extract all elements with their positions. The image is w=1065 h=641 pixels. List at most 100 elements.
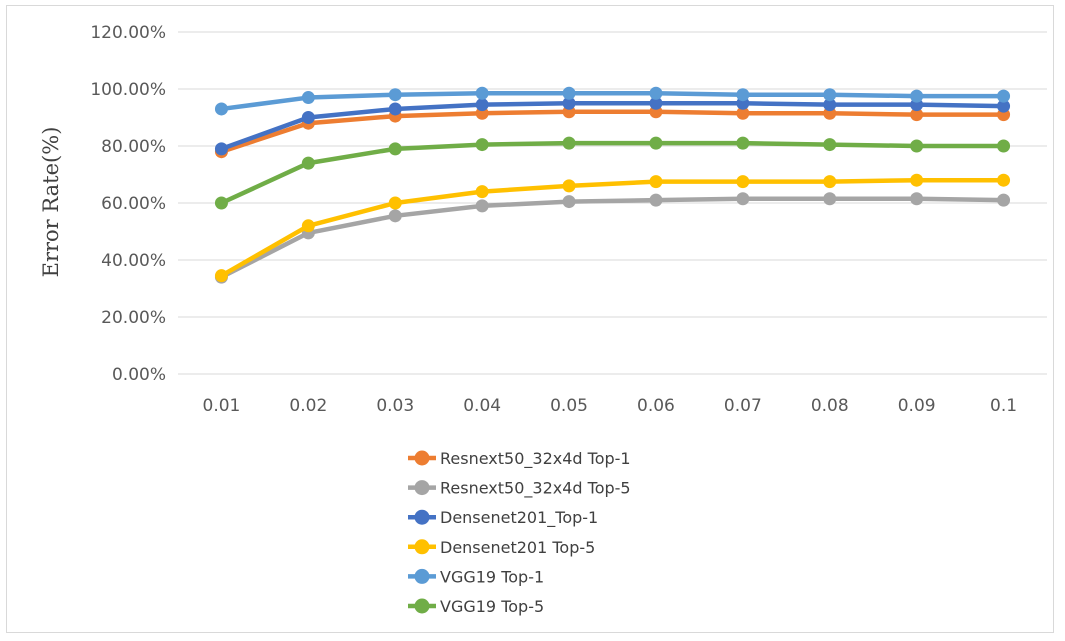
data-point (649, 175, 663, 189)
data-point (823, 192, 837, 206)
x-tick-label: 0.07 (724, 396, 762, 416)
data-point (997, 193, 1011, 207)
data-point (475, 138, 489, 152)
data-point (910, 89, 924, 103)
series-line (219, 101, 1006, 152)
legend-swatch-marker (414, 450, 430, 466)
legend-item: VGG19 Top-5 (408, 597, 544, 616)
legend-swatch-marker (414, 539, 430, 555)
data-point (388, 196, 402, 210)
data-point (301, 156, 315, 170)
data-point (649, 96, 663, 110)
y-tick-label: 120.00% (90, 23, 166, 43)
legend-label: Densenet201 Top-5 (440, 538, 595, 557)
y-tick-label: 20.00% (101, 308, 166, 328)
y-tick-label: 0.00% (112, 365, 166, 385)
data-point (649, 86, 663, 100)
data-point (910, 108, 924, 122)
series-line (219, 109, 1006, 154)
data-point (475, 199, 489, 213)
data-point (388, 102, 402, 116)
data-point (562, 96, 576, 110)
data-point (649, 193, 663, 207)
data-point (736, 106, 750, 120)
series-3 (214, 96, 1011, 156)
y-tick-label: 40.00% (101, 251, 166, 271)
data-point (475, 98, 489, 112)
x-tick-label: 0.06 (637, 396, 675, 416)
x-tick-label: 0.1 (990, 396, 1017, 416)
legend-label: VGG19 Top-5 (440, 597, 544, 616)
x-tick-label: 0.09 (898, 396, 936, 416)
legend-label: VGG19 Top-1 (440, 567, 544, 586)
series-line (219, 196, 1006, 280)
data-point (562, 86, 576, 100)
legend-item: Densenet201_Top-1 (408, 508, 598, 528)
chart-frame (6, 5, 1054, 633)
data-point (562, 179, 576, 193)
legend-swatch-marker (414, 480, 430, 496)
data-point (823, 138, 837, 152)
series-5 (214, 86, 1011, 116)
x-tick-label: 0.08 (811, 396, 849, 416)
grid-lines (178, 31, 1047, 375)
x-tick-label: 0.04 (463, 396, 501, 416)
data-point (910, 139, 924, 153)
x-axis-ticks: 0.01 0.02 0.03 0.04 0.05 0.06 0.07 0.08 0.09 0.1 (203, 396, 1018, 416)
data-point (910, 192, 924, 206)
x-tick-label: 0.02 (289, 396, 327, 416)
data-point (214, 142, 228, 156)
data-point (823, 88, 837, 102)
series-6 (214, 136, 1011, 210)
data-point (388, 88, 402, 102)
legend-swatch-marker (414, 568, 430, 584)
y-axis-ticks: 0.00% 20.00% 40.00% 60.00% 80.00% 100.00% 120.… (90, 23, 166, 385)
data-point (649, 136, 663, 150)
legend-item: Resnext50_32x4d Top-1 (408, 449, 631, 469)
data-point (475, 86, 489, 100)
series-line (219, 140, 1006, 206)
data-point (997, 99, 1011, 113)
y-tick-label: 60.00% (101, 194, 166, 214)
data-point (823, 98, 837, 112)
data-point (736, 192, 750, 206)
data-point (562, 195, 576, 209)
data-point (475, 185, 489, 199)
legend-swatch-marker (414, 598, 430, 614)
data-point (910, 173, 924, 187)
data-point (823, 175, 837, 189)
data-point (736, 88, 750, 102)
data-point (997, 173, 1011, 187)
series-line (219, 91, 1006, 112)
legend-item: VGG19 Top-1 (408, 567, 544, 586)
data-point (214, 269, 228, 283)
data-point (301, 219, 315, 233)
data-point (388, 142, 402, 156)
legend-label: Densenet201_Top-1 (440, 508, 598, 528)
y-axis-title: Error Rate(%) (39, 127, 63, 278)
series-2 (214, 192, 1011, 284)
legend-swatch-marker (414, 509, 430, 525)
data-point (562, 136, 576, 150)
data-point (736, 136, 750, 150)
x-tick-label: 0.05 (550, 396, 588, 416)
legend-item: Resnext50_32x4d Top-5 (408, 479, 631, 499)
data-point (388, 209, 402, 223)
data-point (997, 139, 1011, 153)
y-tick-label: 100.00% (90, 80, 166, 100)
data-point (301, 111, 315, 124)
legend-item: Densenet201 Top-5 (408, 538, 595, 557)
series-line (219, 177, 1006, 278)
series-group (214, 86, 1011, 284)
legend-label: Resnext50_32x4d Top-1 (440, 449, 631, 469)
legend: Resnext50_32x4d Top-1 Resnext50_32x4d Top… (408, 449, 631, 616)
data-point (736, 175, 750, 189)
legend-label: Resnext50_32x4d Top-5 (440, 479, 631, 499)
x-tick-label: 0.01 (203, 396, 241, 416)
y-tick-label: 80.00% (101, 137, 166, 157)
series-4 (214, 173, 1011, 283)
data-point (997, 89, 1011, 103)
data-point (214, 196, 228, 210)
x-tick-label: 0.03 (376, 396, 414, 416)
